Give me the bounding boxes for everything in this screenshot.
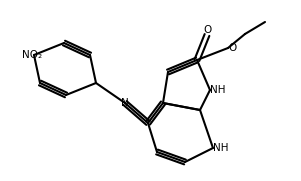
Text: O: O	[203, 25, 211, 35]
Text: NH: NH	[213, 143, 228, 153]
Text: O: O	[228, 43, 236, 53]
Text: N: N	[121, 98, 129, 108]
Text: NO₂: NO₂	[22, 50, 42, 60]
Text: NH: NH	[210, 85, 225, 95]
